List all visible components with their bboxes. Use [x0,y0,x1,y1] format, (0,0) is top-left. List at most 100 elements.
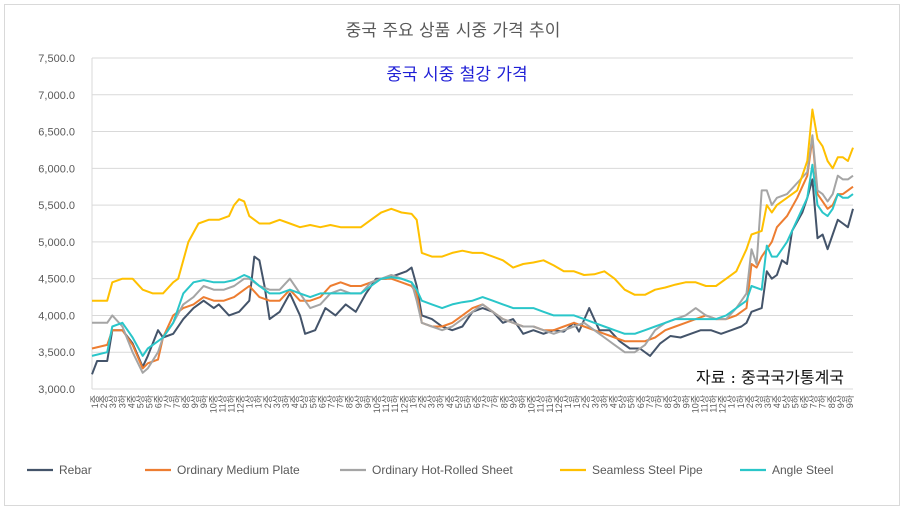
x-tick-label: 4중 [126,395,136,408]
x-tick-label: 6중 [636,395,646,408]
x-tick-label: 11상 [217,395,227,413]
x-tick-label: 10중 [208,395,218,413]
x-tick-label: 11상 [381,395,391,413]
x-tick-label: 5상 [454,395,464,408]
x-tick-label: 8중 [499,395,509,408]
x-tick-label: 4중 [772,395,782,408]
x-tick-label: 7상 [809,395,819,408]
x-tick-label: 7하 [654,394,664,408]
legend-label: Rebar [59,463,92,477]
x-tick-label: 3상 [754,395,764,408]
x-tick-label: 6중 [154,395,164,408]
x-tick-label: 3하 [763,394,773,408]
x-tick-label: 6중 [800,395,810,408]
x-tick-label: 6중 [317,395,327,408]
x-tick-label: 5하 [790,394,800,408]
x-tick-label: 7하 [336,394,346,408]
x-tick-label: 5상 [136,395,146,408]
x-tick-label: 12중 [399,395,409,413]
x-tick-label: 1하 [736,394,746,408]
y-tick-label: 7,000.0 [38,90,75,102]
x-tick-label: 9하 [681,394,691,408]
x-tick-label: 12중 [554,395,564,413]
legend-label: Seamless Steel Pipe [592,463,703,477]
x-tick-label: 3하 [599,394,609,408]
x-tick-label: 11하 [545,394,555,412]
series-lines [91,108,854,375]
x-tick-label: 2중 [99,395,109,408]
x-tick-label: 10중 [690,395,700,413]
series-line-angle-steel [91,163,854,357]
x-tick-label: 11상 [536,395,546,413]
x-tick-label: 3상 [427,395,437,408]
x-tick-label: 3상 [108,395,118,408]
x-tick-label: 9상 [190,395,200,408]
x-tick-label: 10중 [372,395,382,413]
x-tick-label: 4중 [445,395,455,408]
y-tick-label: 4,500.0 [38,274,75,286]
x-tick-label: 5상 [299,395,309,408]
x-tick-label: 8중 [663,395,673,408]
x-tick-label: 4중 [609,395,619,408]
x-tick-label: 3하 [117,394,127,408]
y-tick-label: 7,500.0 [38,53,75,65]
y-tick-label: 5,500.0 [38,200,75,212]
x-tick-label: 11하 [226,394,236,412]
grid [91,57,853,390]
x-tick-label: 8중 [827,395,837,408]
x-tick-label: 7상 [327,395,337,408]
x-tick-label: 9상 [836,395,846,408]
x-tick-label: 1하 [572,394,582,408]
x-tick-label: 9상 [672,395,682,408]
x-tick-label: 7상 [645,395,655,408]
x-tick-label: 2중 [418,395,428,408]
x-tick-label: 8중 [345,395,355,408]
x-tick-label: 5하 [145,394,155,408]
y-axis: 3,000.0 3,500.0 4,000.0 4,500.0 5,000.0 5,500… [38,53,75,396]
legend-label: Ordinary Hot-Rolled Sheet [372,463,513,477]
x-tick-label: 11상 [700,395,710,413]
x-tick-label: 1하 [408,394,418,408]
chart: 중국 주요 상품 시중 가격 추이 중국 시중 철강 가격 3,000.0 3,5… [27,21,855,477]
y-tick-label: 3,500.0 [38,347,75,359]
x-axis: 1중 2중 3상 3하 4중 5상 5하 6중 7상 7하 8중 9상 9하 10중 11상 11하 12중 1상… [90,394,855,413]
chart-title: 중국 주요 상품 시중 가격 추이 [346,21,561,41]
x-tick-label: 9하 [845,394,855,408]
x-tick-label: 8중 [181,395,191,408]
source-note: 자료 : 중국국가통계국 [696,368,844,387]
x-tick-label: 1상 [563,395,573,408]
legend: Rebar Ordinary Medium Plate Ordinary Hot-R… [27,463,833,477]
x-tick-label: 9상 [354,395,364,408]
x-tick-label: 11하 [709,394,719,412]
x-tick-label: 12중 [718,395,728,413]
chart-frame: 중국 주요 상품 시중 가격 추이 중국 시중 철강 가격 3,000.0 3,5… [4,4,900,506]
x-tick-label: 9하 [199,394,209,408]
x-tick-label: 5하 [308,394,318,408]
x-tick-label: 9상 [508,395,518,408]
y-tick-label: 6,000.0 [38,163,75,175]
x-tick-label: 5하 [627,394,637,408]
chart-subtitle: 중국 시중 철강 가격 [386,65,527,85]
x-tick-label: 5상 [618,395,628,408]
x-tick-label: 11하 [390,394,400,412]
x-tick-label: 1상 [245,395,255,408]
y-tick-label: 5,000.0 [38,237,75,249]
series-line-rebar [91,178,854,375]
x-tick-label: 9하 [363,394,373,408]
x-tick-label: 7하 [490,394,500,408]
legend-label: Ordinary Medium Plate [177,463,300,477]
y-tick-label: 4,000.0 [38,310,75,322]
series-line-ordinary-hot-rolled-sheet [92,134,854,374]
x-tick-label: 7하 [818,394,828,408]
x-tick-label: 10중 [527,395,537,413]
y-tick-label: 3,000.0 [38,384,75,396]
x-tick-label: 3상 [590,395,600,408]
x-tick-label: 3상 [272,395,282,408]
x-tick-label: 5상 [781,395,791,408]
x-tick-label: 4중 [290,395,300,408]
x-tick-label: 5하 [463,394,473,408]
x-tick-label: 7상 [481,395,491,408]
x-tick-label: 2중 [263,395,273,408]
legend-label: Angle Steel [772,463,833,477]
x-tick-label: 3하 [436,394,446,408]
